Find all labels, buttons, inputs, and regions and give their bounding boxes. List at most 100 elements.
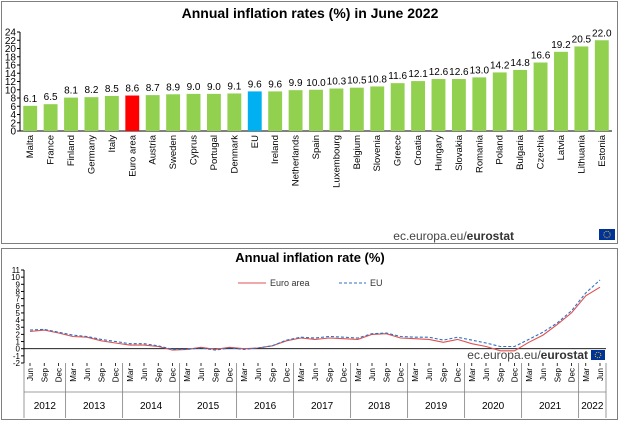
line-x-tick-label: Jun <box>368 368 377 381</box>
line-x-tick-label: Jun <box>425 368 434 381</box>
bar <box>104 95 119 131</box>
bar-value-label: 19.2 <box>551 40 571 51</box>
line-x-tick-label: Jun <box>140 368 149 381</box>
bar-category-label: Italy <box>107 135 118 153</box>
line-x-tick-label: Jun <box>197 368 206 381</box>
bar <box>166 94 181 131</box>
bar-category-label: Romania <box>474 134 485 173</box>
bar-category-label: Greece <box>393 135 404 166</box>
line-x-tick-label: Jun <box>254 368 263 381</box>
bar <box>227 93 242 131</box>
line-x-tick-label: Mar <box>582 368 591 382</box>
bar <box>492 72 507 131</box>
bar <box>431 79 446 131</box>
line-y-tick-label: 0 <box>16 345 21 354</box>
line-y-tick-label: 2 <box>16 330 21 339</box>
line-y-tick-label: 7 <box>16 295 21 304</box>
bar-category-label: Euro area <box>127 134 138 176</box>
bar-category-label: Slovenia <box>372 134 383 171</box>
bar <box>554 51 568 131</box>
bar-chart-bars: 6.1 Malta 6.5 France 8.1 Finland 8.2 Germany 8.5… <box>23 28 612 188</box>
line-x-tick-label: Dec <box>226 368 235 382</box>
bar <box>43 104 58 131</box>
bar-category-label: Bulgaria <box>515 134 526 170</box>
line-year-label: 2018 <box>368 401 391 412</box>
bar-value-label: 9.9 <box>289 78 303 89</box>
line-y-tick-label: 4 <box>16 316 21 325</box>
bar-value-label: 9.6 <box>248 79 262 90</box>
bar-y-tick-label: 8 <box>10 94 16 105</box>
bar-value-label: 10.3 <box>327 77 347 88</box>
bar <box>451 79 466 131</box>
bar-value-label: 20.5 <box>572 34 592 45</box>
line-x-tick-label: Dec <box>511 368 520 382</box>
line-y-tick-label: 10 <box>11 273 20 282</box>
line-x-tick-label: Sep <box>40 367 49 382</box>
line-x-tick-label: Sep <box>268 367 277 382</box>
legend-label-euro-area: Euro area <box>270 278 310 288</box>
line-y-tick-label: 3 <box>16 323 21 332</box>
bar-category-label: Luxembourg <box>331 135 342 188</box>
bar <box>268 91 283 131</box>
line-year-label: 2019 <box>425 401 448 412</box>
bar-value-label: 8.7 <box>146 83 160 94</box>
bar-category-label: Malta <box>25 134 36 158</box>
bar-category-label: France <box>46 135 57 165</box>
line-x-tick-label: Sep <box>325 367 334 382</box>
source-logo-bottom: ec.europa.eu/eurostat <box>467 348 605 362</box>
line-chart-panel <box>1 248 618 420</box>
line-year-label: 2015 <box>197 401 220 412</box>
line-x-tick-label: Dec <box>112 368 121 382</box>
bar-value-label: 14.8 <box>510 58 530 69</box>
bar-y-tick-label: 14 <box>5 69 17 80</box>
bar-category-label: Spain <box>311 135 322 159</box>
line-x-tick-label: Dec <box>283 368 292 382</box>
bar-value-label: 8.5 <box>105 84 119 95</box>
line-x-tick-label: Sep <box>496 367 505 382</box>
bar-value-label: 13.0 <box>470 65 490 76</box>
line-year-label: 2022 <box>581 401 604 412</box>
series-line-euro-area <box>29 286 601 352</box>
line-y-tick-label: 5 <box>16 309 21 318</box>
bar <box>125 95 140 131</box>
bar <box>574 46 589 131</box>
bar-value-label: 9.6 <box>268 79 282 90</box>
bar-value-label: 10.0 <box>306 78 326 89</box>
line-x-tick-label: Dec <box>55 368 64 382</box>
bar-value-label: 16.6 <box>531 51 551 62</box>
bar-category-label: Austria <box>148 134 159 164</box>
bar-category-label: EU <box>250 135 261 148</box>
bar-category-label: Germany <box>86 135 97 174</box>
bar <box>513 69 528 131</box>
line-y-tick-label: 8 <box>16 287 21 296</box>
bar <box>309 89 323 131</box>
line-year-label: 2021 <box>539 401 562 412</box>
bar-category-label: Slovakia <box>454 134 465 171</box>
bar <box>186 93 201 131</box>
bar-value-label: 8.9 <box>166 82 180 93</box>
bar <box>329 88 344 131</box>
bar-chart-title: Annual inflation rates (%) in June 2022 <box>182 5 439 21</box>
line-y-tick-label: 11 <box>12 266 21 275</box>
bar-value-label: 9.0 <box>207 82 221 93</box>
line-year-label: 2020 <box>482 401 505 412</box>
line-chart-series <box>29 279 601 352</box>
line-x-tick-label: Sep <box>553 367 562 382</box>
bar <box>472 77 487 131</box>
bar <box>84 97 99 131</box>
bar-y-tick-label: 20 <box>5 44 17 55</box>
bar-category-label: Belgium <box>352 135 363 169</box>
bar <box>533 62 548 131</box>
bar-category-label: Denmark <box>229 135 240 174</box>
bar-y-tick-label: 6 <box>10 102 16 113</box>
bar-category-label: Latvia <box>556 134 567 160</box>
bar-value-label: 9.0 <box>187 82 201 93</box>
bar-value-label: 8.1 <box>64 86 78 97</box>
bar-y-tick-label: 12 <box>5 77 17 88</box>
line-year-label: 2016 <box>254 401 277 412</box>
bar-y-tick-label: 22 <box>5 36 17 47</box>
bar <box>288 90 303 131</box>
line-x-tick-label: Sep <box>382 367 391 382</box>
line-year-label: 2012 <box>34 401 57 412</box>
